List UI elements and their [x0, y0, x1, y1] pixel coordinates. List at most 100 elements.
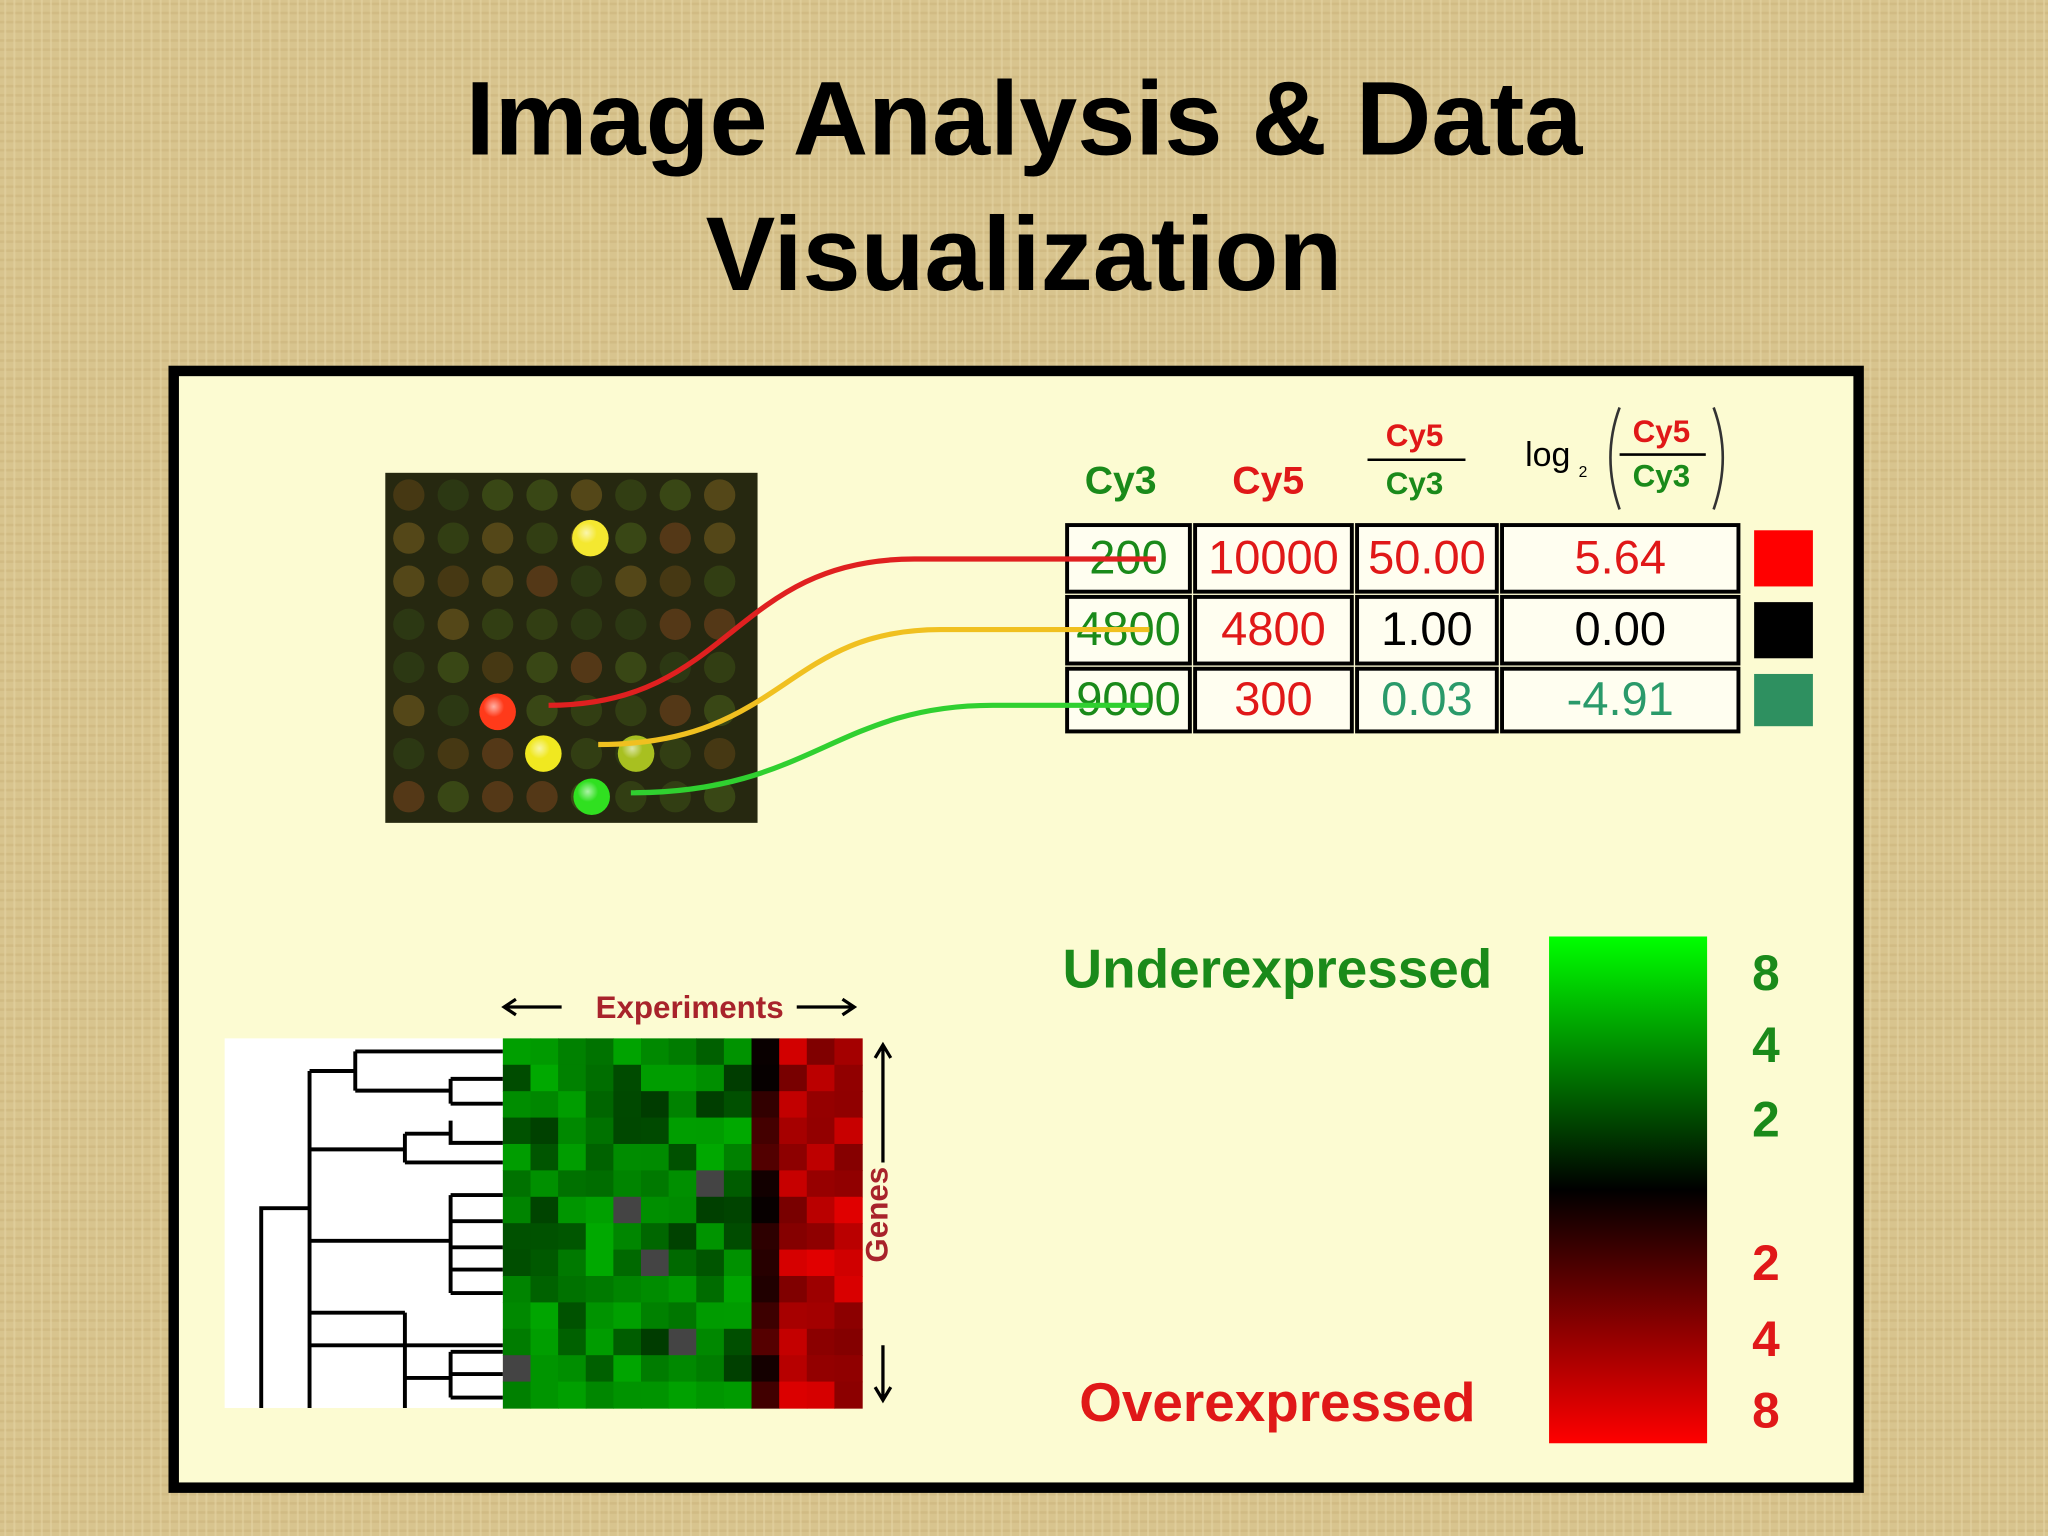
heatmap-cell [585, 1275, 615, 1304]
spot [526, 781, 558, 813]
heatmap-cell [585, 1038, 615, 1066]
log-numerator: Cy5 [1633, 414, 1690, 449]
spot-glow [576, 522, 597, 544]
heatmap-cell [751, 1170, 780, 1198]
spot [570, 651, 603, 684]
heatmap-cell [696, 1275, 725, 1304]
table-value: 1.00 [1381, 602, 1473, 655]
heatmap-cell [613, 1091, 642, 1119]
spot [393, 522, 425, 554]
scale-tick-label: 8 [1752, 945, 1780, 1001]
table-cell [1500, 594, 1741, 666]
heatmap-cell [530, 1302, 559, 1330]
heatmap-cell [502, 1196, 532, 1224]
heatmap-cell [613, 1381, 642, 1409]
table-cell [1500, 523, 1741, 594]
heatmap-cell [502, 1064, 532, 1092]
spot [570, 737, 603, 770]
heatmap-cell [806, 1196, 836, 1224]
heatmap-cell [585, 1328, 615, 1356]
heatmap-cell [613, 1275, 642, 1304]
heatmap-cell [806, 1249, 836, 1277]
table-value: 0.00 [1574, 602, 1666, 655]
table-cell [1355, 523, 1499, 594]
connector [630, 702, 1150, 796]
scale-tick-label: 4 [1752, 1017, 1780, 1073]
heatmap-cell [806, 1117, 836, 1145]
spot [526, 608, 558, 640]
heatmap-cell [696, 1170, 725, 1198]
spot-glow [577, 781, 599, 802]
heatmap-cell [806, 1170, 836, 1198]
x-axis-label: Experiments [596, 990, 784, 1025]
heatmap-cell [668, 1170, 697, 1198]
scale-label: Overexpressed [1079, 1371, 1475, 1433]
heatmap-cell [751, 1355, 780, 1383]
heatmap-cell [696, 1038, 725, 1066]
heatmap-cell [806, 1328, 836, 1356]
spot [615, 694, 647, 727]
heatmap-cell [641, 1064, 670, 1092]
title-line: Image Analysis & Data [466, 60, 1584, 177]
heatmap-cell [779, 1328, 808, 1356]
heatmap-cell [641, 1223, 670, 1251]
heatmap-cell [751, 1223, 780, 1251]
heatmap-cell [641, 1038, 670, 1066]
heatmap-cell [696, 1249, 725, 1277]
heatmap-cell [668, 1064, 697, 1092]
heatmap-cell [751, 1328, 780, 1356]
heatmap-cell [806, 1223, 836, 1251]
heatmap-cell [751, 1249, 780, 1277]
spot [481, 522, 514, 554]
heatmap-cell [751, 1302, 780, 1330]
heatmap-cell [613, 1328, 642, 1356]
heatmap-cell [696, 1196, 725, 1224]
spot [615, 781, 647, 813]
spot [615, 651, 647, 684]
heatmap-cell [502, 1328, 532, 1356]
heatmap-cell [779, 1249, 808, 1277]
spot [437, 479, 469, 511]
spot [570, 479, 603, 511]
heatmap-cell [696, 1381, 725, 1409]
heatmap-cell [530, 1143, 559, 1172]
spot [659, 781, 691, 813]
heatmap-cell [751, 1196, 780, 1224]
scale-ticks: 8 4 2 2 4 8 [1752, 945, 1780, 1439]
heatmap-cell [751, 1275, 780, 1304]
spot [659, 737, 691, 770]
heatmap-cell [723, 1196, 753, 1224]
heatmap-cell [613, 1143, 642, 1172]
arrow [501, 997, 858, 1017]
heatmap-cell [668, 1275, 697, 1304]
heatmap-cell [558, 1064, 587, 1092]
spot [437, 781, 469, 813]
ratio-numerator: Cy5 [1386, 418, 1443, 453]
heatmap-cell [723, 1170, 753, 1198]
heatmap-cell [696, 1223, 725, 1251]
spot [481, 565, 514, 597]
heatmap-cell [585, 1249, 615, 1277]
spot [437, 608, 469, 640]
log-prefix: log [1525, 436, 1570, 474]
scale-label: Underexpressed [1062, 938, 1492, 1000]
heatmap-cell [696, 1091, 725, 1119]
table-cell [1193, 666, 1354, 734]
heatmap-cell [779, 1091, 808, 1119]
heatmap-cell [641, 1117, 670, 1145]
heatmap-cell [502, 1302, 532, 1330]
heatmap-cell [834, 1302, 863, 1330]
heatmap-cell [723, 1275, 753, 1304]
heatmap-cell [558, 1038, 587, 1066]
column-header: Cy5 [1232, 460, 1304, 503]
heatmap-cell [530, 1038, 559, 1066]
heatmap-cell [585, 1196, 615, 1224]
heatmap-cell [558, 1381, 587, 1409]
heatmap-cell [723, 1091, 753, 1119]
heatmap-cell [806, 1091, 836, 1119]
heatmap-cell [834, 1038, 863, 1066]
spot [481, 651, 514, 684]
spot [704, 651, 736, 684]
arrow [873, 1041, 893, 1404]
heatmap-cell [723, 1064, 753, 1092]
